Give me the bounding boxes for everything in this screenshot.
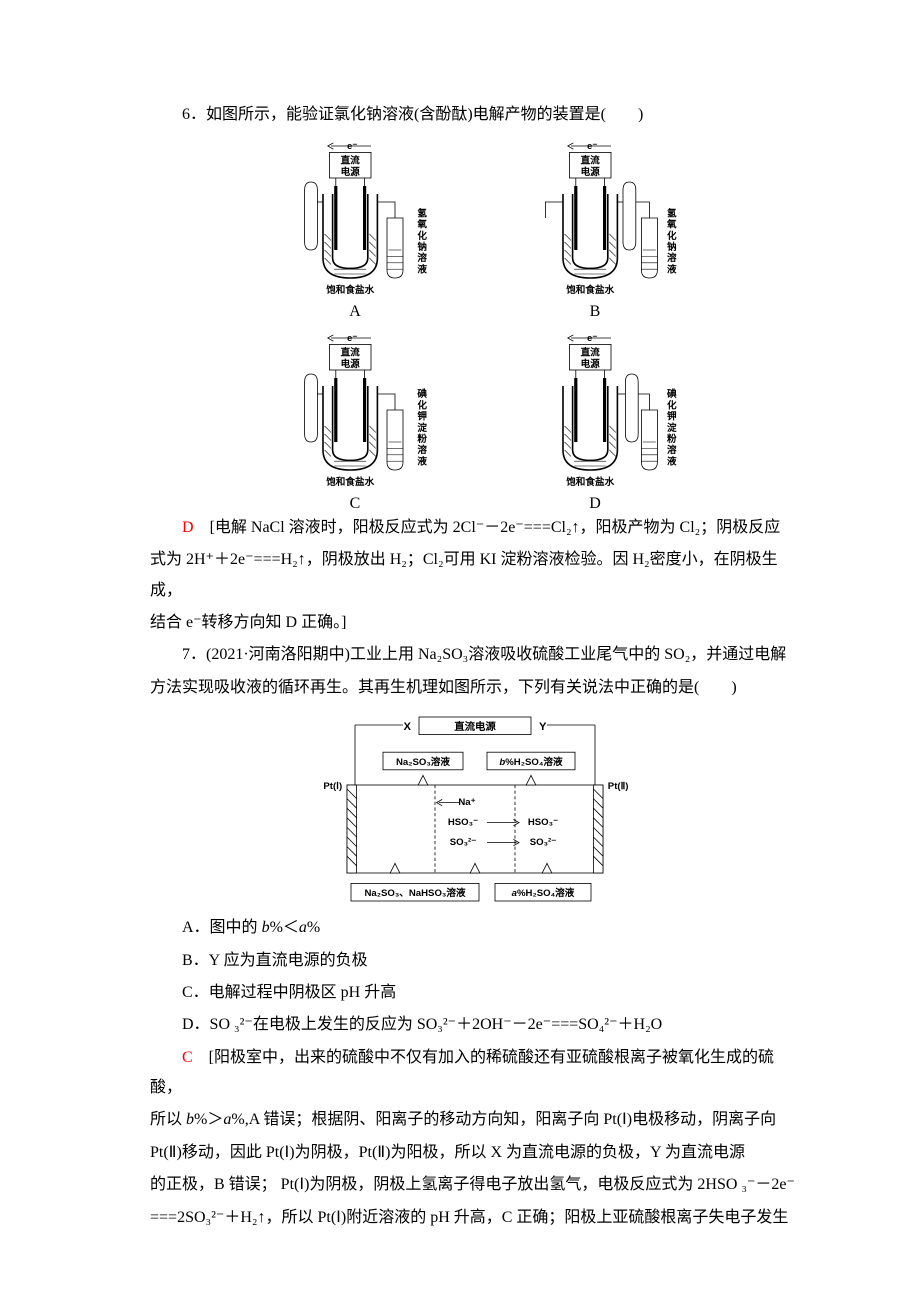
q7-question-2: 方法实现吸收液的循环再生。其再生机理如图所示，下列有关说法中正确的是( ) (150, 673, 800, 703)
q7-answer-line1: C [阳极室中，出来的硫酸中不仅有加入的稀硫酸还有亚硫酸根离子被氧化生成的硫酸， (150, 1043, 800, 1104)
svg-text:电源: 电源 (581, 166, 601, 178)
q6-exp-3: 结合 e⁻转移方向知 D 正确。] (150, 608, 800, 638)
power-box: 直流电源 (454, 720, 496, 733)
q6-diagram-row-1: e⁻ 直流 电源 (150, 138, 800, 321)
ion-so3-r: SO₃²⁻ (530, 837, 557, 848)
q6-diagram-A: e⁻ 直流 电源 (265, 138, 445, 321)
top-left-box: Na₂SO₃溶液 (396, 756, 450, 768)
electron-label: e⁻ (587, 142, 597, 153)
power-label-1: 直流 (341, 155, 361, 167)
q6-diagram-D: e⁻ 直流 电源 (505, 330, 685, 513)
q6-exp-2: 式为 2H⁺＋2e⁻===H₂↑，阴极放出 H₂；Cl₂可用 KI 淀粉溶液检验… (150, 545, 800, 606)
svg-text:饱和食盐水: 饱和食盐水 (326, 476, 374, 488)
q7-exp1: [阳极室中，出来的硫酸中不仅有加入的稀硫酸还有亚硫酸根离子被氧化生成的硫酸， (150, 1049, 774, 1096)
q6-answer-letter: D (182, 519, 194, 536)
ion-so3-l: SO₃²⁻ (450, 837, 477, 848)
q7-exp3: Pt(Ⅱ)移动，因此 Pt(Ⅰ)为阴极，Pt(Ⅱ)为阳极，所以 X 为直流电源的… (150, 1138, 800, 1168)
q6-answer-line1: D [电解 NaCl 溶液时，阳极反应式为 2Cl⁻－2e⁻===Cl₂↑，阳极… (150, 513, 800, 543)
q7-option-B: B．Y 应为直流电源的负极 (150, 946, 800, 976)
svg-text:直流: 直流 (341, 346, 361, 358)
svg-text:饱和食盐水: 饱和食盐水 (566, 285, 614, 297)
left-electrode: Pt(Ⅰ) (323, 781, 342, 792)
side-label-A: 氢氧化钠溶液 (416, 208, 427, 276)
svg-text:电源: 电源 (341, 357, 361, 369)
q7-answer-letter: C (182, 1049, 193, 1066)
terminal-X: X (404, 721, 412, 733)
electron-label: e⁻ (347, 142, 357, 153)
ion-na: Na⁺ (458, 797, 475, 808)
q6-svg-C: e⁻ 直流 电源 (265, 330, 445, 490)
ion-hso3-r: HSO₃⁻ (528, 817, 558, 828)
q6-label-B: B (590, 302, 601, 321)
svg-text:电源: 电源 (581, 357, 601, 369)
right-electrode: Pt(Ⅱ) (608, 781, 629, 792)
q7-option-D: D．SO ₃²⁻在电极上发生的反应为 SO₃²⁻＋2OH⁻－2e⁻===SO₄²… (150, 1010, 800, 1040)
svg-text:e⁻: e⁻ (347, 333, 357, 344)
q6-label-D: D (589, 494, 601, 513)
terminal-Y: Y (539, 721, 547, 733)
q6-svg-A: e⁻ 直流 电源 (265, 138, 445, 298)
q7-exp4: 的正极，B 错误； Pt(Ⅰ)为阴极，阴极上氢离子得电子放出氢气，电极反应式为 … (150, 1170, 800, 1200)
q6-svg-B: e⁻ 直流 电源 (505, 138, 685, 298)
q7-figure: 直流电源 X Y Na₂SO₃溶液 b%H₂SO₄溶液 Pt(Ⅰ) (150, 709, 800, 909)
svg-text:直流: 直流 (581, 155, 601, 167)
q6-question: 6．如图所示，能验证氯化钠溶液(含酚酞)电解产物的装置是( ) (150, 100, 800, 130)
bottom-left-box: Na₂SO₃、NaHSO₃溶液 (364, 887, 466, 899)
q6-diagram-B: e⁻ 直流 电源 (505, 138, 685, 321)
top-right-box: b%H₂SO₄溶液 (499, 756, 563, 768)
q7-question-1: 7．(2021·河南洛阳期中)工业上用 Na₂SO₃溶液吸收硫酸工业尾气中的 S… (150, 640, 800, 670)
q6-diagram-C: e⁻ 直流 电源 (265, 330, 445, 513)
q7-exp2: 所以 b%＞a%,A 错误；根据阴、阳离子的移动方向知，阳离子向 Pt(Ⅰ)电极… (150, 1105, 800, 1135)
bottom-right-box: a%H₂SO₄溶液 (512, 887, 575, 899)
side-label-B: 氢氧化钠溶液 (666, 208, 677, 276)
power-label-2: 电源 (341, 166, 361, 178)
side-label-C: 碘化钾淀粉溶液 (416, 388, 427, 467)
q7-option-A: A．图中的 b%＜a% (150, 913, 800, 943)
q6-label-A: A (349, 302, 361, 321)
q6-svg-D: e⁻ 直流 电源 (505, 330, 685, 490)
svg-text:e⁻: e⁻ (587, 333, 597, 344)
bath-label: 饱和食盐水 (326, 285, 374, 297)
ion-hso3-l: HSO₃⁻ (448, 817, 478, 828)
q6-exp-1: [电解 NaCl 溶液时，阳极反应式为 2Cl⁻－2e⁻===Cl₂↑，阳极产物… (194, 519, 781, 536)
svg-text:直流: 直流 (581, 346, 601, 358)
side-label-D: 碘化钾淀粉溶液 (666, 388, 677, 467)
q7-svg: 直流电源 X Y Na₂SO₃溶液 b%H₂SO₄溶液 Pt(Ⅰ) (305, 709, 645, 909)
q6-label-C: C (350, 494, 361, 513)
q6-diagram-row-2: e⁻ 直流 电源 (150, 330, 800, 513)
svg-text:饱和食盐水: 饱和食盐水 (566, 476, 614, 488)
q7-option-C: C．电解过程中阴极区 pH 升高 (150, 978, 800, 1008)
q7-exp5: ===2SO₃²⁻＋H₂↑，所以 Pt(Ⅰ)附近溶液的 pH 升高，C 正确；阳… (150, 1203, 800, 1233)
